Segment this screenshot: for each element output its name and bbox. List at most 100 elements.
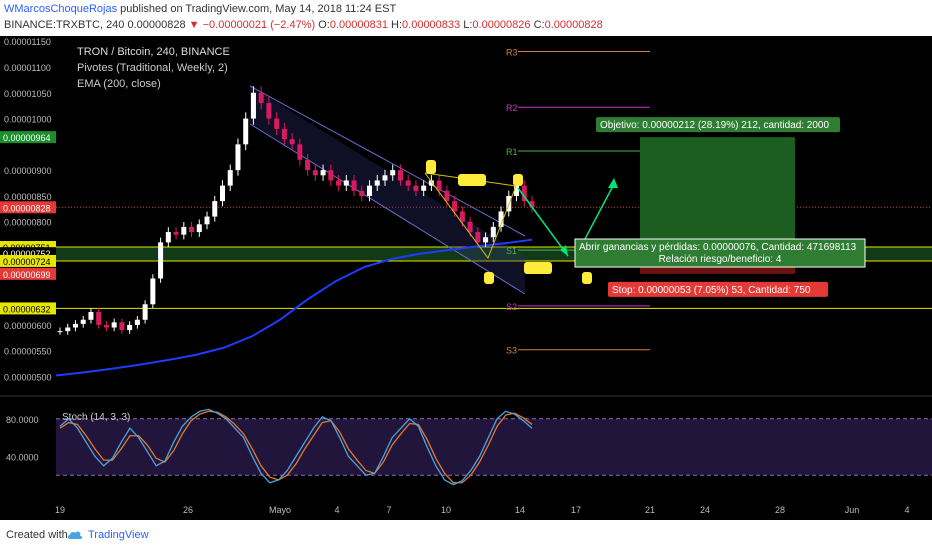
candle-body: [258, 92, 264, 104]
candle-body: [243, 118, 249, 145]
publish-header: WMarcosChoqueRojas published on TradingV…: [4, 3, 396, 15]
candle-body: [467, 221, 473, 233]
stoch-tick-label: 40.0000: [6, 452, 39, 462]
low-value: 0.00000826: [472, 19, 531, 31]
time-tick-label: 7: [386, 505, 391, 515]
author-link[interactable]: WMarcosChoqueRojas: [4, 3, 118, 15]
candle-body: [250, 92, 256, 119]
candle-body: [521, 185, 527, 202]
candle-body: [212, 201, 218, 217]
marker-highlight: [426, 160, 436, 174]
time-tick-label: 19: [55, 505, 65, 515]
time-tick-label: 21: [645, 505, 655, 515]
candle-body: [127, 324, 133, 331]
candle-body: [436, 180, 442, 191]
price-change: ▼ −0.00000021 (−2.47%): [188, 19, 316, 31]
stoch-k-line: [59, 408, 533, 486]
candle-body: [204, 216, 210, 225]
time-axis-bg: [0, 498, 932, 520]
candle-body: [421, 185, 427, 191]
candle-body: [150, 278, 156, 305]
pivot-label-r2: R2: [506, 103, 518, 113]
price-tick-label: 0.00000800: [4, 218, 52, 228]
candle-body: [305, 159, 311, 171]
stop-label: Stop: 0.00000053 (7.05%) 53, Cantidad: 7…: [612, 285, 811, 296]
candle-body: [483, 237, 489, 243]
marker-highlight: [484, 272, 494, 284]
legend-pivots: Pivotes (Traditional, Weekly, 2): [77, 62, 228, 74]
tradingview-cloud-icon: [67, 531, 83, 539]
candle-body: [413, 185, 419, 191]
candle-body: [367, 185, 373, 196]
price-label-badge: [0, 201, 56, 214]
chart-svg[interactable]: 0.00001150 0.00001100 0.00001050 0.00001000…: [0, 36, 932, 520]
price-axis[interactable]: 0.00001150 0.00001100 0.00001050 0.00001000…: [0, 37, 56, 462]
time-tick-label: 24: [700, 505, 710, 515]
marker-highlight: [513, 174, 523, 186]
marker-highlight: [524, 262, 552, 274]
candle-body: [343, 180, 349, 186]
high-value: 0.00000833: [402, 19, 461, 31]
candle-body: [281, 128, 287, 140]
candle-body: [405, 180, 411, 186]
candle-body: [274, 118, 280, 129]
price-tick-label: 0.00001100: [4, 63, 51, 73]
candle-body: [336, 180, 342, 186]
price-tick-label: 0.00001000: [4, 115, 52, 125]
candle-body: [96, 312, 102, 325]
candle-body: [134, 319, 140, 325]
candle-body: [158, 242, 164, 279]
target-zone[interactable]: [640, 137, 795, 248]
price-label-badge: [0, 254, 56, 267]
price-label-text: 0.00000964: [3, 133, 51, 143]
channel-top-line: [249, 85, 526, 237]
pivot-label-s1: S1: [506, 246, 517, 256]
candle-body: [142, 304, 148, 320]
entry-label-border: [574, 238, 866, 268]
candle-body: [359, 190, 365, 196]
candle-body: [498, 211, 504, 227]
candle-body: [65, 327, 71, 332]
price-label-badge: [0, 131, 56, 144]
stoch-tick-label: 80.0000: [6, 415, 39, 425]
candle-body: [320, 170, 326, 176]
open-value: 0.00000831: [329, 19, 388, 31]
candle-body: [428, 180, 434, 186]
time-axis[interactable]: 19 26 Mayo 4 7 10 14 17 21 24 28 Jun 4: [0, 498, 932, 520]
stop-label-box[interactable]: [608, 281, 828, 297]
candle-body: [88, 312, 94, 320]
price-label-text: 0.00000724: [3, 257, 51, 267]
price-label-text: 0.00000699: [3, 270, 51, 280]
chart-area[interactable]: 0.00001150 0.00001100 0.00001050 0.00001000…: [0, 36, 932, 520]
price-label-badge: [0, 267, 56, 280]
publish-info: published on TradingView.com, May 14, 20…: [120, 3, 397, 15]
time-tick-label: 10: [441, 505, 451, 515]
candle-body: [72, 323, 78, 328]
arrow-down: [517, 187, 569, 257]
price-tick-label: 0.00000500: [4, 373, 52, 383]
legend-ema: EMA (200, close): [77, 78, 161, 90]
symbol-info: BINANCE:TRXBTC, 240: [4, 19, 125, 31]
candle-body: [189, 226, 195, 233]
symbol-header: BINANCE:TRXBTC, 240 0.00000828 ▼ −0.0000…: [4, 19, 603, 31]
price-tick-label: 0.00001050: [4, 89, 52, 99]
tradingview-brand[interactable]: TradingView: [88, 529, 149, 541]
candle-body: [452, 201, 458, 212]
stoch-d-line: [59, 410, 533, 484]
time-tick-label: 4: [904, 505, 909, 515]
time-tick-label: Jun: [845, 505, 860, 515]
target-label-box[interactable]: [596, 117, 840, 133]
main-pane: R3 R2 R1 S1 S2 S3 Objetivo: 0.00000212 (28.19%…: [55, 47, 932, 377]
time-tick-label: Mayo: [269, 505, 291, 515]
descending-channel: [250, 86, 525, 294]
time-tick-label: 28: [775, 505, 785, 515]
high-label: H:: [391, 19, 403, 31]
candle-body: [297, 144, 303, 160]
time-tick-label: 14: [515, 505, 525, 515]
candle-body: [196, 224, 202, 233]
target-label: Objetivo: 0.00000212 (28.19%) 212, canti…: [600, 120, 829, 131]
time-tick-label: 26: [183, 505, 193, 515]
entry-label-box[interactable]: [575, 239, 865, 268]
candle-body: [529, 201, 535, 208]
price-label-text: 0.00000632: [3, 304, 51, 314]
